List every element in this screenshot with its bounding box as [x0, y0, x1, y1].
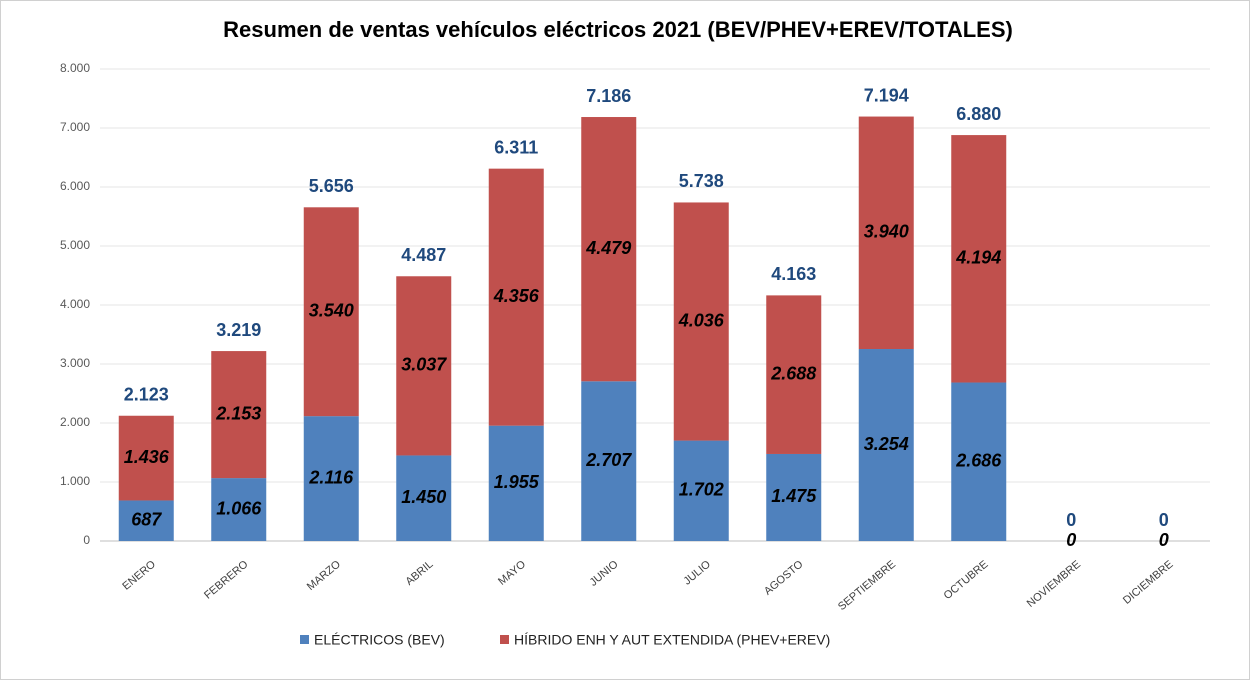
total-label: 3.219: [216, 320, 261, 340]
data-label: 4.356: [493, 286, 540, 306]
bar-segment: [118, 415, 174, 501]
total-label: 7.186: [586, 86, 631, 106]
bar-segment: [211, 351, 267, 479]
data-label: 3.540: [309, 300, 354, 320]
data-label: 1.436: [124, 447, 170, 467]
total-label: 0: [1159, 510, 1169, 530]
data-label: 0: [1159, 530, 1169, 550]
bar-segment: [673, 440, 729, 541]
bar-segment: [951, 135, 1007, 383]
data-label: 2.707: [585, 450, 632, 470]
data-label: 2.153: [215, 403, 261, 423]
bar-segment: [118, 500, 174, 541]
total-label: 5.738: [679, 171, 724, 191]
total-label: 6.880: [956, 104, 1001, 124]
total-label: 7.194: [864, 85, 909, 105]
data-label: 4.194: [955, 248, 1001, 268]
y-tick-label: 1.000: [60, 474, 90, 488]
data-label: 2.688: [770, 363, 816, 383]
bar-segment: [303, 207, 359, 417]
data-label: 4.479: [585, 238, 631, 258]
data-label: 3.037: [401, 355, 447, 375]
total-label: 6.311: [494, 137, 538, 157]
y-tick-label: 2.000: [60, 415, 90, 429]
bar-segment: [211, 478, 267, 541]
data-label: 0: [1066, 530, 1076, 550]
y-tick-label: 6.000: [60, 179, 90, 193]
bar-segment: [488, 425, 544, 541]
legend-label: HÍBRIDO ENH Y AUT EXTENDIDA (PHEV+EREV): [514, 632, 830, 648]
total-label: 0: [1066, 510, 1076, 530]
bar-segment: [303, 416, 359, 541]
data-label: 1.066: [216, 498, 262, 518]
bar-segment: [766, 295, 822, 454]
bar-segment: [951, 382, 1007, 541]
y-tick-label: 8.000: [60, 61, 90, 75]
bar-segment: [858, 116, 914, 350]
y-tick-label: 5.000: [60, 238, 90, 252]
bar-segment: [766, 453, 822, 541]
data-label: 3.940: [864, 222, 909, 242]
bar-segment: [396, 276, 452, 456]
data-label: 1.702: [679, 480, 724, 500]
legend-label: ELÉCTRICOS (BEV): [314, 632, 445, 648]
data-label: 1.955: [494, 472, 540, 492]
data-label: 1.475: [771, 486, 817, 506]
bar-segment: [858, 349, 914, 541]
bar-segment: [673, 202, 729, 441]
data-label: 687: [131, 509, 162, 529]
total-label: 2.123: [124, 384, 169, 404]
legend-swatch: [500, 635, 509, 644]
bar-segment: [488, 168, 544, 426]
total-label: 5.656: [309, 176, 354, 196]
total-label: 4.487: [401, 245, 446, 265]
data-label: 3.254: [864, 434, 909, 454]
total-label: 4.163: [771, 264, 816, 284]
bar-segment: [581, 117, 637, 382]
y-tick-label: 3.000: [60, 356, 90, 370]
y-tick-label: 0: [83, 533, 90, 547]
y-tick-label: 4.000: [60, 297, 90, 311]
data-label: 4.036: [678, 310, 725, 330]
bar-segment: [396, 455, 452, 541]
data-label: 2.116: [308, 467, 354, 487]
legend-swatch: [300, 635, 309, 644]
data-label: 1.450: [401, 487, 446, 507]
bar-segment: [581, 381, 637, 541]
chart-title: Resumen de ventas vehículos eléctricos 2…: [223, 17, 1013, 42]
y-tick-label: 7.000: [60, 120, 90, 134]
data-label: 2.686: [955, 451, 1002, 471]
